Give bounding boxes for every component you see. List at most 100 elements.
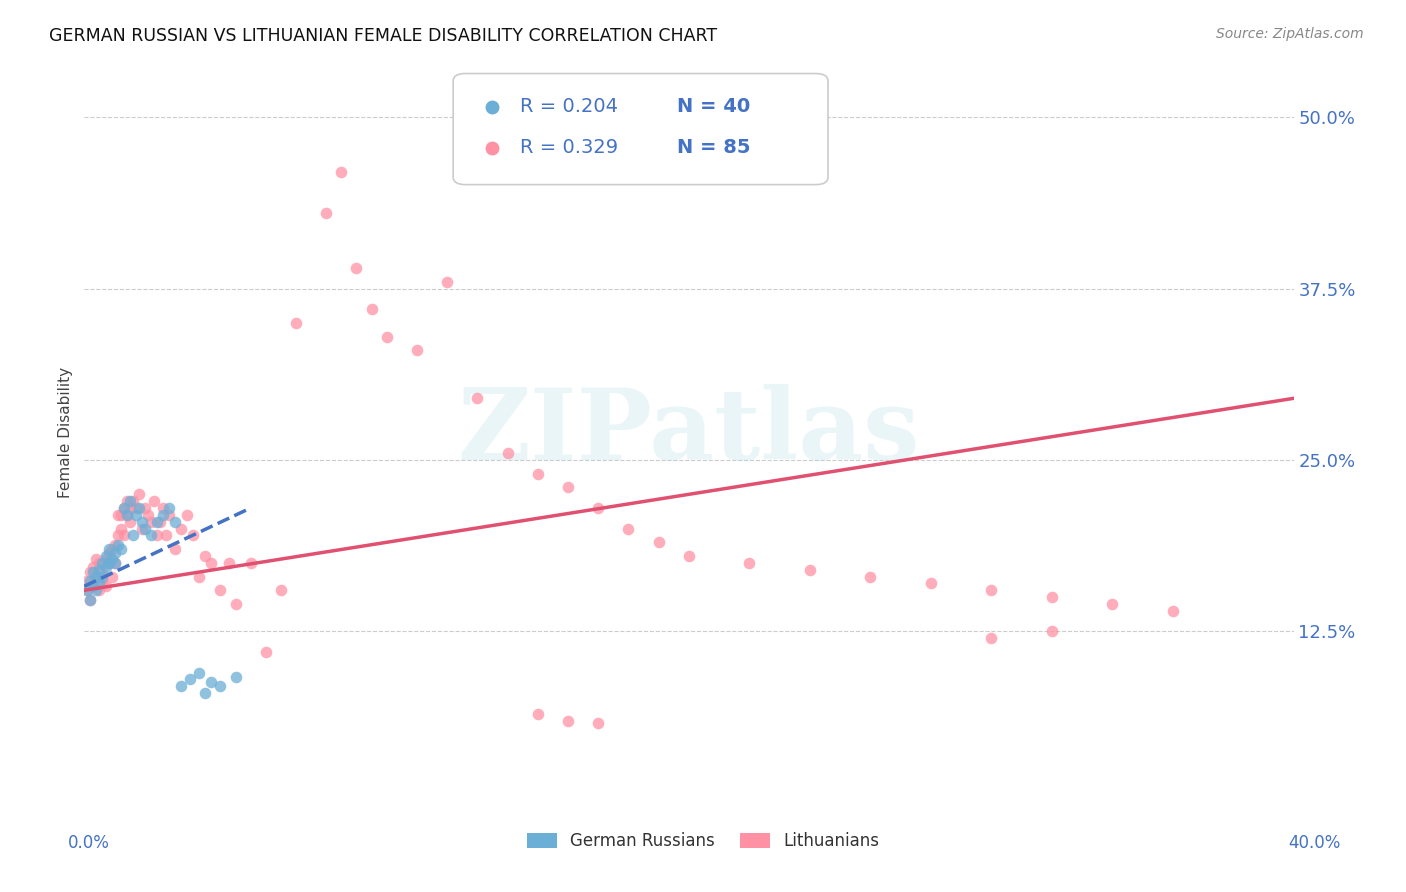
Point — [115, 508, 138, 522]
Point — [91, 566, 114, 580]
Point — [170, 679, 193, 693]
Point — [107, 538, 129, 552]
Point — [89, 583, 111, 598]
Point — [225, 670, 247, 684]
Point — [799, 563, 821, 577]
Text: 0.0%: 0.0% — [67, 834, 110, 852]
Point — [112, 501, 135, 516]
Point — [89, 556, 111, 570]
Point — [375, 329, 398, 343]
Text: R = 0.329: R = 0.329 — [520, 138, 617, 157]
Point — [1040, 590, 1063, 604]
Point — [97, 556, 120, 570]
Point — [648, 535, 671, 549]
Point — [115, 494, 138, 508]
Point — [179, 673, 201, 687]
Point — [170, 522, 193, 536]
Point — [557, 714, 579, 728]
Point — [239, 556, 262, 570]
Point — [146, 515, 169, 529]
Point — [107, 508, 129, 522]
Point — [110, 542, 132, 557]
Point — [79, 593, 101, 607]
Point — [152, 501, 174, 516]
Point — [86, 583, 108, 598]
Point — [588, 501, 610, 516]
Point — [134, 501, 156, 516]
Point — [131, 515, 153, 529]
Point — [315, 206, 337, 220]
Point — [165, 515, 187, 529]
Point — [86, 569, 108, 583]
Point — [91, 556, 114, 570]
Point — [617, 522, 640, 536]
Point — [588, 716, 610, 731]
Point — [285, 316, 308, 330]
Point — [200, 556, 222, 570]
Y-axis label: Female Disability: Female Disability — [58, 367, 73, 499]
Point — [128, 501, 150, 516]
Point — [97, 546, 120, 560]
Point — [97, 542, 120, 557]
Point — [142, 494, 165, 508]
FancyBboxPatch shape — [453, 73, 828, 185]
Point — [181, 528, 204, 542]
Point — [738, 556, 761, 570]
Point — [115, 508, 138, 522]
Point — [89, 576, 111, 591]
Point — [157, 501, 180, 516]
Text: GERMAN RUSSIAN VS LITHUANIAN FEMALE DISABILITY CORRELATION CHART: GERMAN RUSSIAN VS LITHUANIAN FEMALE DISA… — [49, 27, 717, 45]
Point — [82, 566, 104, 580]
Point — [527, 706, 550, 721]
Point — [112, 528, 135, 542]
Point — [218, 556, 240, 570]
Point — [94, 551, 117, 566]
Point — [79, 593, 101, 607]
Point — [76, 574, 98, 588]
Point — [82, 560, 104, 574]
Point — [1101, 597, 1123, 611]
Point — [91, 574, 114, 588]
Point — [91, 569, 114, 583]
Point — [176, 508, 198, 522]
Point — [100, 542, 122, 557]
Text: N = 40: N = 40 — [676, 97, 749, 116]
Text: 40.0%: 40.0% — [1288, 834, 1341, 852]
Point — [209, 679, 232, 693]
Point — [152, 508, 174, 522]
Point — [118, 494, 141, 508]
Point — [980, 632, 1002, 646]
Point — [104, 546, 127, 560]
Point — [139, 515, 162, 529]
Point — [97, 556, 120, 570]
Point — [125, 501, 148, 516]
Text: Source: ZipAtlas.com: Source: ZipAtlas.com — [1216, 27, 1364, 41]
Point — [200, 675, 222, 690]
Point — [155, 528, 177, 542]
Point — [104, 538, 127, 552]
Point — [94, 560, 117, 574]
Point — [330, 165, 353, 179]
Point — [86, 551, 108, 566]
Text: N = 85: N = 85 — [676, 138, 751, 157]
Point — [94, 549, 117, 563]
Point — [678, 549, 700, 563]
Point — [209, 583, 232, 598]
Point — [82, 579, 104, 593]
Point — [920, 576, 942, 591]
Point — [194, 549, 217, 563]
Point — [104, 556, 127, 570]
Point — [94, 579, 117, 593]
Point — [859, 569, 882, 583]
Point — [86, 569, 108, 583]
Point — [527, 467, 550, 481]
Point — [165, 542, 187, 557]
Point — [157, 508, 180, 522]
Point — [146, 528, 169, 542]
Point — [125, 508, 148, 522]
Point — [118, 515, 141, 529]
Point — [346, 261, 368, 276]
Point — [225, 597, 247, 611]
Point — [188, 665, 211, 680]
Point — [149, 515, 172, 529]
